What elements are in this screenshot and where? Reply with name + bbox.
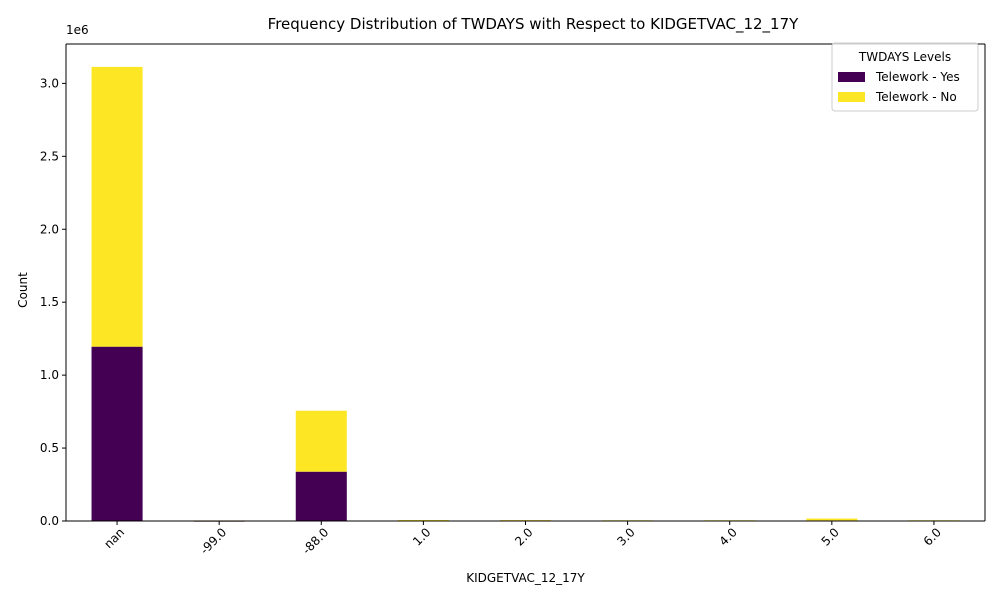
legend-swatch-no xyxy=(838,92,865,102)
x-tick-label: 5.0 xyxy=(819,525,842,548)
x-tick-label: 6.0 xyxy=(921,525,944,548)
y-tick-label: 0.0 xyxy=(40,514,59,528)
x-tick-label: -99.0 xyxy=(197,525,229,557)
x-axis-label: KIDGETVAC_12_17Y xyxy=(466,571,585,585)
y-axis-offset-label: 1e6 xyxy=(66,23,89,37)
x-tick-label: 4.0 xyxy=(716,525,739,548)
bar-yes-nan xyxy=(91,346,143,521)
x-tick-label: nan xyxy=(101,525,127,551)
legend: TWDAYS Levels Telework - Yes Telework - N… xyxy=(831,42,979,112)
x-tick-label: 1.0 xyxy=(410,525,433,548)
legend-frame xyxy=(831,42,979,112)
x-tick-label: -88.0 xyxy=(300,525,332,557)
bar-no--88.0 xyxy=(295,410,347,472)
y-tick-label: 1.5 xyxy=(40,295,59,309)
x-axis-ticks: nan -99.0 -88.0 1.0 2.0 3.0 4.0 5.0 6.0 xyxy=(101,521,944,557)
chart-title: Frequency Distribution of TWDAYS with Re… xyxy=(268,15,799,34)
y-axis-ticks: 0.0 0.5 1.0 1.5 2.0 2.5 3.0 xyxy=(40,76,66,528)
legend-title: TWDAYS Levels xyxy=(858,50,951,64)
bar-no-1.0 xyxy=(397,519,449,521)
bar-no-nan xyxy=(91,66,143,347)
axes xyxy=(65,43,986,522)
y-tick-label: 2.5 xyxy=(40,149,59,163)
bars xyxy=(91,66,960,522)
x-tick-label: 2.0 xyxy=(512,525,535,548)
y-tick-label: 3.0 xyxy=(40,76,59,90)
legend-swatch-yes xyxy=(838,72,865,82)
x-tick-label: 3.0 xyxy=(614,525,637,548)
bar-yes--88.0 xyxy=(295,471,347,521)
legend-label-yes: Telework - Yes xyxy=(875,70,960,84)
y-tick-label: 1.0 xyxy=(40,368,59,382)
y-tick-label: 0.5 xyxy=(40,441,59,455)
y-tick-label: 2.0 xyxy=(40,222,59,236)
y-axis-label: Count xyxy=(16,272,30,308)
legend-label-no: Telework - No xyxy=(875,90,957,104)
bar-no-5.0 xyxy=(806,518,858,521)
